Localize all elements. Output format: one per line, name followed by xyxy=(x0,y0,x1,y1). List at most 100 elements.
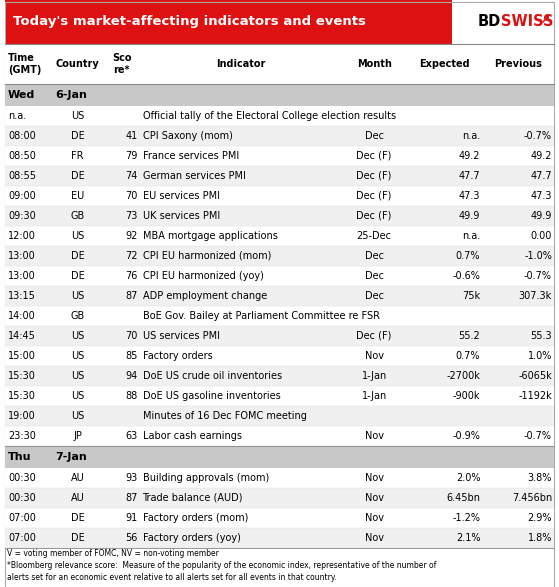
Text: Nov: Nov xyxy=(364,473,383,483)
Bar xyxy=(5,126,554,146)
Bar xyxy=(5,488,554,508)
Text: 56: 56 xyxy=(125,533,138,543)
Text: 0.7%: 0.7% xyxy=(456,351,480,361)
Text: 09:00: 09:00 xyxy=(8,191,36,201)
Text: -6065k: -6065k xyxy=(518,371,552,381)
Text: 307.3k: 307.3k xyxy=(519,291,552,301)
Text: 09:30: 09:30 xyxy=(8,211,36,221)
Text: 25-Dec: 25-Dec xyxy=(357,231,392,241)
Text: Nov: Nov xyxy=(364,533,383,543)
Text: 15:30: 15:30 xyxy=(8,371,36,381)
Text: 1-Jan: 1-Jan xyxy=(362,371,387,381)
Text: 79: 79 xyxy=(125,151,138,161)
Bar xyxy=(5,106,554,126)
Text: DE: DE xyxy=(71,131,84,141)
Text: AU: AU xyxy=(71,473,84,483)
Text: 6.45bn: 6.45bn xyxy=(446,493,480,503)
Text: V = voting member of FOMC, NV = non-voting member: V = voting member of FOMC, NV = non-voti… xyxy=(7,549,219,558)
Text: MBA mortgage applications: MBA mortgage applications xyxy=(143,231,277,241)
Text: BD: BD xyxy=(478,15,501,29)
Text: 55.2: 55.2 xyxy=(458,331,480,341)
Text: 00:30: 00:30 xyxy=(8,493,36,503)
Text: SWISS: SWISS xyxy=(501,15,553,29)
Text: 14:00: 14:00 xyxy=(8,311,36,321)
Text: Official tally of the Electoral College election results: Official tally of the Electoral College … xyxy=(143,111,396,121)
Text: DE: DE xyxy=(71,513,84,523)
Text: 88: 88 xyxy=(125,391,138,401)
Text: 2.1%: 2.1% xyxy=(456,533,480,543)
Text: 47.3: 47.3 xyxy=(530,191,552,201)
Text: Factory orders (mom): Factory orders (mom) xyxy=(143,513,248,523)
Bar xyxy=(5,326,554,346)
Text: 87: 87 xyxy=(125,493,138,503)
Text: 19:00: 19:00 xyxy=(8,411,36,421)
Text: -0.7%: -0.7% xyxy=(524,271,552,281)
Text: BoE Gov. Bailey at Parliament Committee re FSR: BoE Gov. Bailey at Parliament Committee … xyxy=(143,311,380,321)
Text: US: US xyxy=(71,291,84,301)
Text: Dec: Dec xyxy=(364,251,383,261)
Text: 13:15: 13:15 xyxy=(8,291,36,301)
Text: 47.3: 47.3 xyxy=(459,191,480,201)
Text: 13:00: 13:00 xyxy=(8,251,36,261)
Text: GB: GB xyxy=(70,311,85,321)
Bar xyxy=(5,84,554,106)
Text: 0.7%: 0.7% xyxy=(456,251,480,261)
Text: 15:30: 15:30 xyxy=(8,391,36,401)
Text: 47.7: 47.7 xyxy=(458,171,480,181)
Text: EU services PMI: EU services PMI xyxy=(143,191,220,201)
Bar xyxy=(434,0,554,44)
Bar xyxy=(5,426,554,446)
Text: US: US xyxy=(71,411,84,421)
Text: 75k: 75k xyxy=(462,291,480,301)
Text: Time
(GMT): Time (GMT) xyxy=(8,53,41,75)
Text: Expected: Expected xyxy=(419,59,470,69)
Text: Dec (F): Dec (F) xyxy=(357,171,392,181)
Text: 07:00: 07:00 xyxy=(8,513,36,523)
Bar xyxy=(5,346,554,366)
Text: France services PMI: France services PMI xyxy=(143,151,239,161)
Text: DE: DE xyxy=(71,171,84,181)
Text: -1192k: -1192k xyxy=(518,391,552,401)
Text: -1.2%: -1.2% xyxy=(452,513,480,523)
Bar xyxy=(5,446,554,468)
Text: DoE US crude oil inventories: DoE US crude oil inventories xyxy=(143,371,282,381)
Text: 7-Jan: 7-Jan xyxy=(55,452,87,462)
Text: EU: EU xyxy=(71,191,84,201)
Text: GB: GB xyxy=(70,211,85,221)
Text: alerts set for an economic event relative to all alerts set for all events in th: alerts set for an economic event relativ… xyxy=(7,573,337,582)
Text: 3.8%: 3.8% xyxy=(528,473,552,483)
Text: 49.2: 49.2 xyxy=(459,151,480,161)
Text: 91: 91 xyxy=(125,513,138,523)
Text: Previous: Previous xyxy=(494,59,542,69)
Text: DE: DE xyxy=(71,251,84,261)
Text: 74: 74 xyxy=(125,171,138,181)
Text: UK services PMI: UK services PMI xyxy=(143,211,220,221)
Text: 47.7: 47.7 xyxy=(530,171,552,181)
Text: 73: 73 xyxy=(125,211,138,221)
Bar xyxy=(5,226,554,246)
Bar xyxy=(5,44,554,84)
Bar xyxy=(5,186,554,206)
Text: Trade balance (AUD): Trade balance (AUD) xyxy=(143,493,243,503)
Text: Country: Country xyxy=(56,59,100,69)
Text: n.a.: n.a. xyxy=(462,131,480,141)
Text: n.a.: n.a. xyxy=(462,231,480,241)
Text: -1.0%: -1.0% xyxy=(524,251,552,261)
Bar xyxy=(5,0,554,44)
Bar xyxy=(5,528,554,548)
Text: 1.8%: 1.8% xyxy=(528,533,552,543)
Bar xyxy=(5,366,554,386)
Text: -900k: -900k xyxy=(453,391,480,401)
Text: Factory orders (yoy): Factory orders (yoy) xyxy=(143,533,240,543)
Text: US: US xyxy=(71,351,84,361)
Text: 49.9: 49.9 xyxy=(530,211,552,221)
Bar xyxy=(5,246,554,266)
Bar xyxy=(434,0,452,44)
Text: Dec (F): Dec (F) xyxy=(357,191,392,201)
Bar xyxy=(5,386,554,406)
Text: Minutes of 16 Dec FOMC meeting: Minutes of 16 Dec FOMC meeting xyxy=(143,411,306,421)
Text: 14:45: 14:45 xyxy=(8,331,36,341)
Text: 23:30: 23:30 xyxy=(8,431,36,441)
Text: 49.9: 49.9 xyxy=(459,211,480,221)
Text: Indicator: Indicator xyxy=(216,59,266,69)
